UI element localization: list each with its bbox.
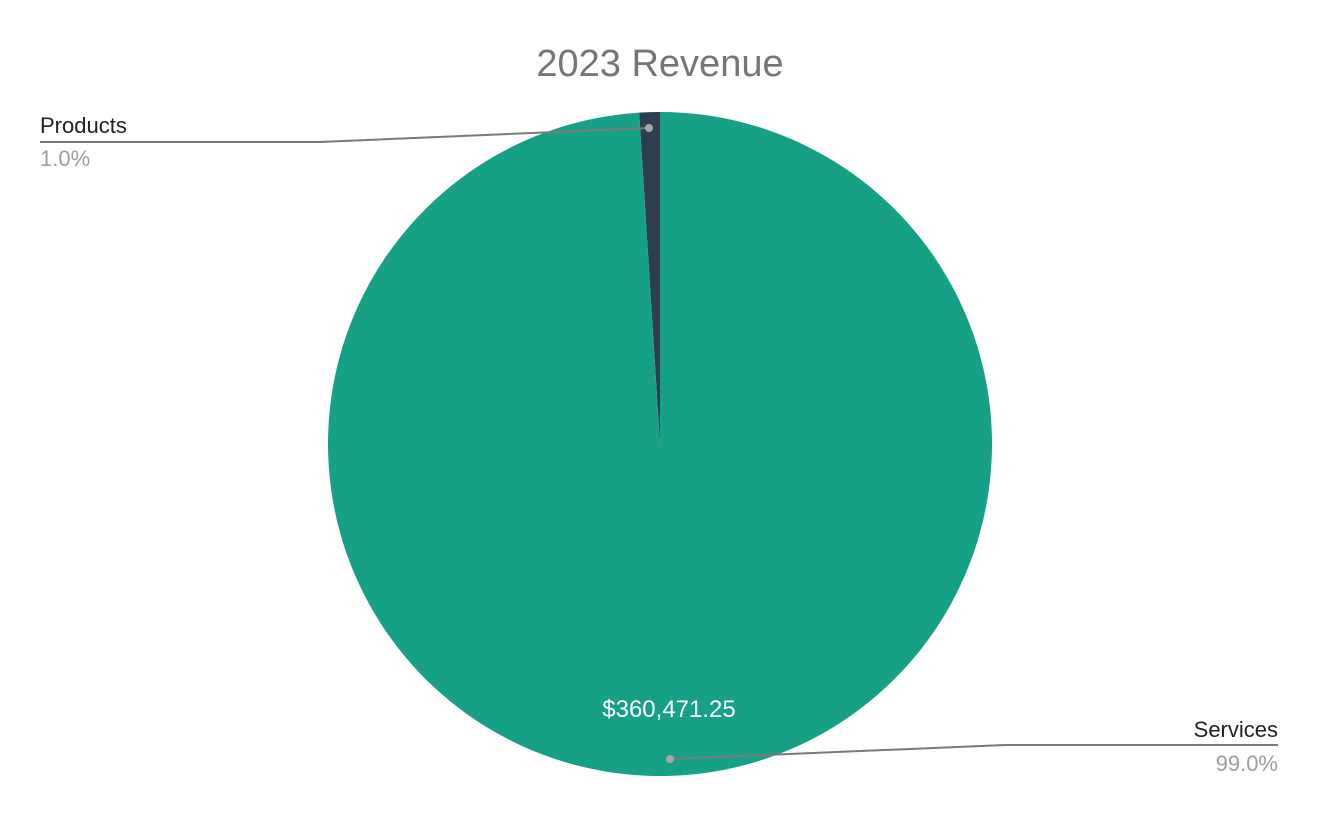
- leader-dot-services: [666, 755, 674, 763]
- leader-line-services: [669, 744, 1278, 760]
- leader-dot-products: [645, 124, 653, 132]
- pie-slice-services: [327, 112, 993, 777]
- slice-percent-services: 99.0%: [1216, 751, 1278, 776]
- slice-label-services: Services: [1194, 717, 1278, 742]
- pie-slice-products: [639, 112, 660, 444]
- callout-products: Products 1.0%: [40, 113, 653, 171]
- slice-value-services: $360,471.25: [602, 696, 735, 723]
- chart-title: 2023 Revenue: [536, 43, 783, 85]
- pie-slices: [327, 112, 993, 777]
- callout-services: Services 99.0%: [666, 717, 1278, 776]
- slice-percent-products: 1.0%: [40, 146, 90, 171]
- slice-label-products: Products: [40, 113, 127, 138]
- leader-line-products: [40, 127, 650, 143]
